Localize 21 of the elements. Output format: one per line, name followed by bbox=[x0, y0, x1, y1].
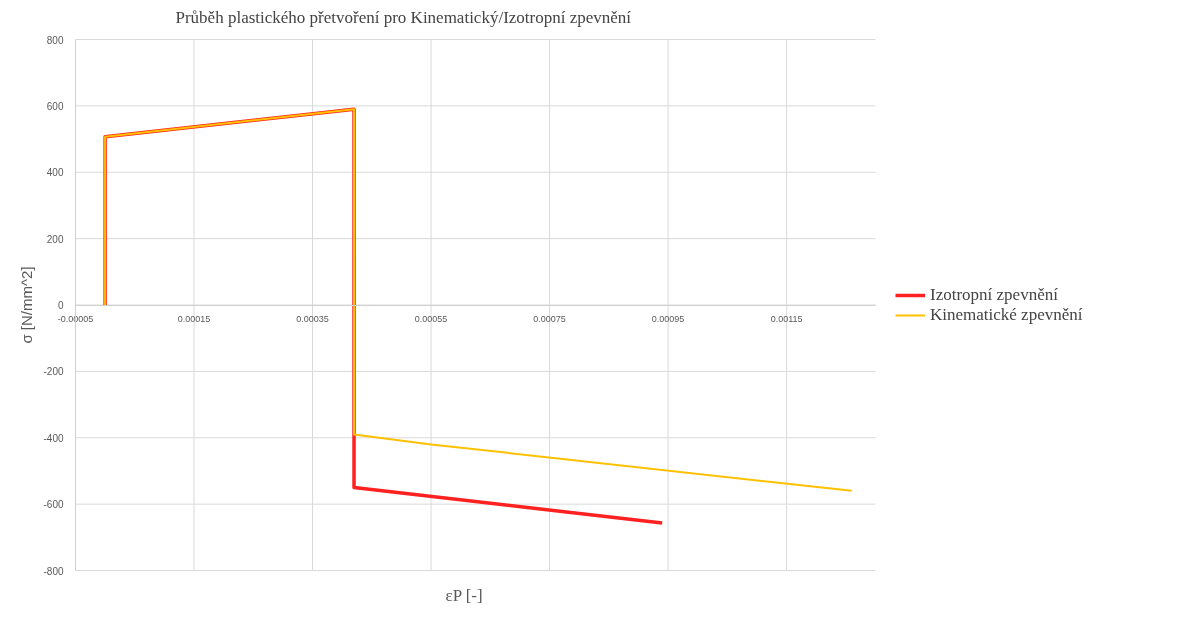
x-tick-label: 0.00075 bbox=[533, 314, 566, 324]
legend-label: Kinematické zpevnění bbox=[930, 304, 1083, 325]
x-tick-label: 0.00115 bbox=[770, 314, 803, 324]
y-tick-label: 0 bbox=[57, 300, 64, 311]
x-tick-label: 0.00015 bbox=[177, 314, 211, 324]
y-tick-label: 600 bbox=[46, 100, 64, 112]
x-tick-label: -0.00005 bbox=[57, 314, 94, 324]
y-tick-label: 400 bbox=[46, 167, 64, 179]
y-axis-title: σ [N/mm^2] bbox=[18, 266, 36, 344]
x-tick-label: 0.00035 bbox=[296, 314, 329, 324]
y-tick-label: 200 bbox=[46, 233, 64, 245]
x-axis-title: εP [-] bbox=[445, 585, 483, 605]
x-tick-label: 0.00095 bbox=[651, 314, 685, 324]
y-tick-label: -800 bbox=[43, 565, 64, 577]
y-tick-label: -200 bbox=[43, 366, 64, 378]
y-tick-label: 800 bbox=[46, 34, 64, 46]
chart-title: Průběh plastického přetvoření pro Kinematický/Izotropní zpevnění bbox=[175, 7, 632, 27]
y-tick-label: -600 bbox=[43, 499, 64, 511]
x-tick-label: 0.00055 bbox=[414, 314, 448, 324]
y-tick-label: -400 bbox=[43, 432, 64, 444]
legend-label: Izotropní zpevnění bbox=[930, 284, 1058, 305]
